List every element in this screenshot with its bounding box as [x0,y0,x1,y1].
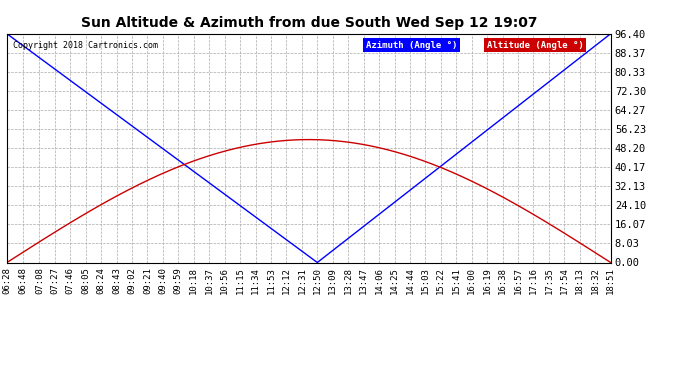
Text: Altitude (Angle °): Altitude (Angle °) [487,40,584,50]
Text: Copyright 2018 Cartronics.com: Copyright 2018 Cartronics.com [13,40,158,50]
Text: Azimuth (Angle °): Azimuth (Angle °) [366,40,457,50]
Title: Sun Altitude & Azimuth from due South Wed Sep 12 19:07: Sun Altitude & Azimuth from due South We… [81,16,537,30]
